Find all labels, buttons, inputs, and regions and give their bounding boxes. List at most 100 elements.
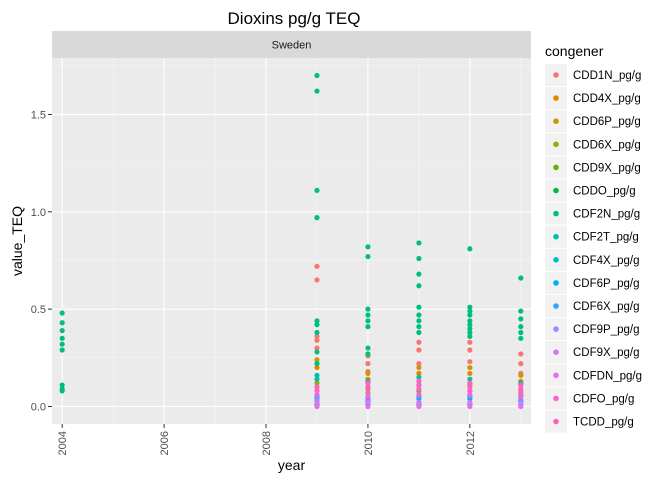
legend-marker <box>553 118 559 124</box>
legend-label: CDD1N_pg/g <box>573 70 641 82</box>
data-point <box>365 384 371 390</box>
data-point <box>314 403 320 410</box>
data-point <box>416 339 422 345</box>
y-tick-label: 1.5 <box>31 109 46 121</box>
y-tick-label: 0.0 <box>31 401 46 413</box>
data-point <box>416 304 422 310</box>
data-point <box>467 304 473 310</box>
data-point <box>314 277 320 283</box>
data-point <box>59 335 65 341</box>
legend-label: CDDO_pg/g <box>573 186 636 198</box>
plot-panel <box>52 58 531 424</box>
data-point <box>518 403 524 410</box>
y-axis-title: value_TEQ <box>9 206 25 276</box>
x-tick-label: 2012 <box>465 431 477 455</box>
data-point <box>365 324 371 330</box>
data-point <box>467 392 473 398</box>
data-point <box>416 374 422 380</box>
data-point <box>314 187 320 193</box>
legend-title: congener <box>545 43 604 59</box>
data-point <box>416 271 422 277</box>
data-point <box>416 392 422 398</box>
y-tick-label: 1.0 <box>31 207 46 219</box>
data-point <box>518 308 524 314</box>
data-point <box>467 333 473 339</box>
data-point <box>416 347 422 353</box>
legend-marker <box>553 233 559 240</box>
data-point <box>416 240 422 246</box>
legend-label: CDFDN_pg/g <box>573 370 642 382</box>
data-point <box>467 326 473 332</box>
x-axis-title: year <box>278 457 306 473</box>
data-point <box>314 376 320 382</box>
data-point <box>467 339 473 345</box>
data-point <box>467 246 473 252</box>
data-point <box>518 382 524 388</box>
legend-marker <box>553 349 559 356</box>
data-point <box>416 399 422 406</box>
x-tick-label: 2004 <box>57 431 69 455</box>
y-axis: 0.0 0.5 1.0 1.5 <box>31 109 52 413</box>
data-point <box>467 370 473 376</box>
data-point <box>416 318 422 324</box>
legend-marker <box>553 372 559 379</box>
data-point <box>365 244 371 250</box>
facet-label: Sweden <box>272 40 312 52</box>
data-point <box>314 345 320 351</box>
data-point <box>365 318 371 324</box>
data-point <box>365 390 371 396</box>
data-point <box>467 329 473 336</box>
legend-marker <box>553 303 559 309</box>
data-point <box>59 347 65 353</box>
data-point <box>467 312 473 318</box>
x-tick-label: 2010 <box>363 431 375 455</box>
data-point <box>314 215 320 221</box>
data-point <box>314 329 320 336</box>
data-point <box>518 324 524 330</box>
data-point <box>314 372 320 378</box>
data-point <box>467 380 473 386</box>
data-point <box>416 364 422 371</box>
data-points <box>59 72 524 410</box>
data-point <box>314 392 320 398</box>
data-point <box>416 361 422 367</box>
legend-label: CDF2T_pg/g <box>573 232 639 244</box>
data-point <box>518 372 524 378</box>
legend-label: CDFO_pg/g <box>573 393 634 405</box>
data-point <box>518 335 524 341</box>
legend: congener CDD1N_pg/g CDD4X_pg/g CDD6P_pg/g C… <box>545 43 642 433</box>
data-point <box>314 399 320 406</box>
data-point <box>314 88 320 94</box>
data-point <box>314 364 320 371</box>
data-point <box>59 327 65 334</box>
legend-label: TCDD_pg/g <box>573 417 634 429</box>
chart-title: Dioxins pg/g TEQ <box>228 9 361 28</box>
data-point <box>416 283 422 289</box>
legend-label: CDD6X_pg/g <box>573 139 641 151</box>
legend-marker <box>553 257 559 263</box>
data-point <box>467 318 473 324</box>
legend-label: CDF4X_pg/g <box>573 255 639 267</box>
legend-label: CDD9X_pg/g <box>573 162 641 174</box>
major-gridlines <box>52 58 531 424</box>
legend-marker <box>553 141 559 148</box>
legend-marker <box>553 72 559 78</box>
x-tick-label: 2008 <box>261 431 273 455</box>
legend-marker <box>553 187 559 194</box>
data-point <box>416 312 422 318</box>
data-point <box>467 399 473 406</box>
legend-marker <box>553 95 559 101</box>
data-point <box>314 263 320 269</box>
data-point <box>365 306 371 312</box>
data-point <box>365 361 371 367</box>
data-point <box>518 329 524 336</box>
legend-label: CDF6X_pg/g <box>573 301 639 313</box>
y-tick-label: 0.5 <box>31 304 46 316</box>
data-point <box>314 384 320 390</box>
data-point <box>365 312 371 318</box>
data-point <box>59 382 65 388</box>
data-point <box>365 403 371 410</box>
data-point <box>59 388 65 394</box>
data-point <box>365 370 371 376</box>
